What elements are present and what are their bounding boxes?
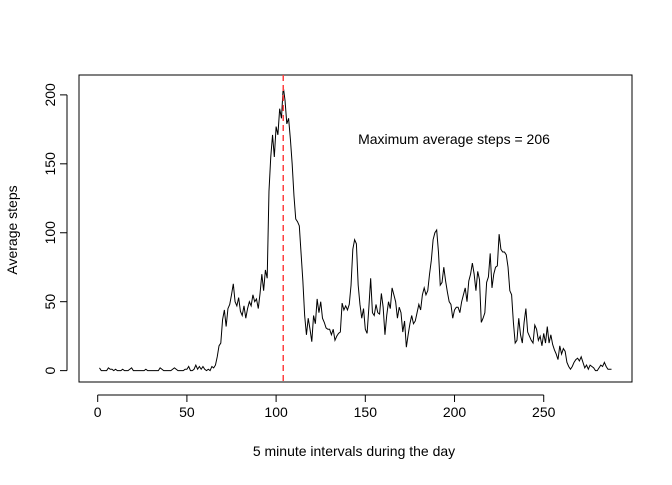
x-tick-label: 0 xyxy=(94,404,102,420)
y-axis-label: Average steps xyxy=(4,185,20,274)
x-tick-label: 200 xyxy=(443,404,467,420)
data-line xyxy=(99,86,612,372)
x-axis-label: 5 minute intervals during the day xyxy=(253,443,455,459)
x-tick-label: 100 xyxy=(264,404,288,420)
y-tick-label: 100 xyxy=(42,221,58,245)
y-tick-label: 0 xyxy=(42,367,58,375)
y-tick-label: 150 xyxy=(42,152,58,176)
x-tick-label: 50 xyxy=(179,404,195,420)
plot-box xyxy=(78,74,633,383)
y-tick-label: 200 xyxy=(42,83,58,107)
x-tick-label: 250 xyxy=(532,404,556,420)
x-tick-label: 150 xyxy=(354,404,378,420)
y-tick-label: 50 xyxy=(42,294,58,310)
annotation: Maximum average steps = 206 xyxy=(358,131,550,147)
